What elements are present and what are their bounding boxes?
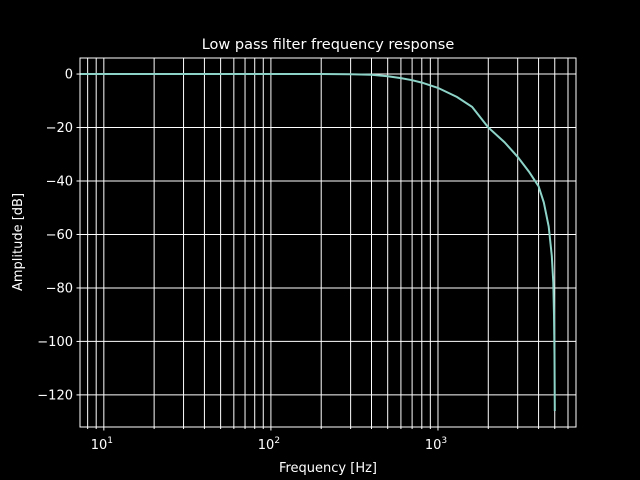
grid: [80, 58, 576, 427]
x-tick-label: 103: [425, 436, 447, 453]
y-tick-label: −80: [46, 281, 73, 296]
x-axis-label: Frequency [Hz]: [279, 461, 377, 476]
axis-ticks: 0 −20 −40 −60 −80 −100 −120 101 102 103: [37, 68, 569, 453]
y-tick-label: −40: [46, 175, 73, 190]
x-tick-label: 102: [258, 436, 280, 453]
axes-frame: [79, 57, 577, 428]
chart-title: Low pass filter frequency response: [202, 37, 455, 53]
x-tick-label: 101: [91, 436, 113, 453]
y-axis-label: Amplitude [dB]: [11, 193, 26, 291]
y-tick-label: −120: [37, 388, 73, 403]
y-tick-label: −60: [46, 228, 73, 243]
y-tick-label: 0: [65, 68, 73, 83]
response-line: [80, 73, 556, 412]
y-tick-label: −100: [37, 335, 73, 350]
y-tick-label: −20: [46, 121, 73, 136]
